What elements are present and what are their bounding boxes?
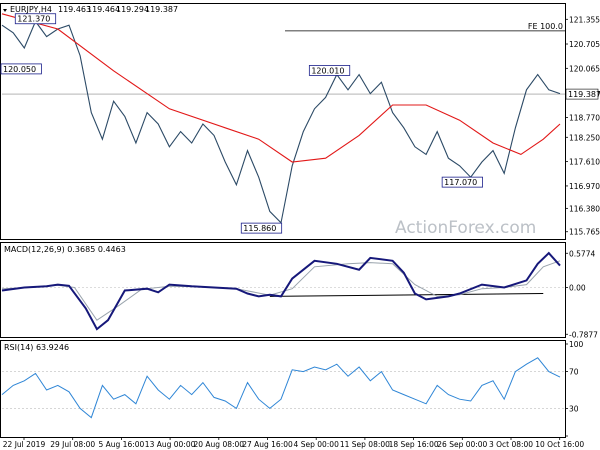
rsi-tick-label: 30 (569, 404, 579, 413)
annotation-box (0, 63, 42, 75)
time-axis: 22 Jul 2019 29 Jul 08:00 5 Aug 16:00 13 Aug… (3, 437, 584, 449)
time-tick-label: 3 Oct 08:00 (489, 440, 533, 449)
time-tick-label: 29 Jul 08:00 (50, 440, 95, 449)
moving-average-series (1, 13, 561, 163)
annotation-label: 120.010 (311, 66, 344, 75)
price-panel (0, 3, 566, 240)
time-tick-label: 13 Aug 00:00 (145, 440, 196, 449)
price-plot: ActionForex.com 121.355 120.705 120.065 119… (0, 13, 600, 238)
price-tick-label: 116.970 (569, 182, 600, 191)
symbol-label: EURJPY,H4 (10, 5, 52, 14)
time-tick-label: 10 Oct 16:00 (535, 440, 584, 449)
rsi-tick-label: 100 (569, 340, 584, 349)
ohlc-low: 119.294 (116, 5, 149, 14)
time-tick-label: 11 Sep 08:00 (340, 440, 390, 449)
time-tick-label: 27 Aug 16:00 (242, 440, 293, 449)
fe-label: FE 100.0 (528, 22, 563, 31)
time-tick-label: 22 Jul 2019 (3, 440, 46, 449)
chart-header: EURJPY,H4 119.463 119.464 119.294 119.38… (3, 5, 178, 14)
annotation-box (308, 65, 351, 76)
price-tick-label: 118.250 (569, 133, 600, 142)
rsi-panel (0, 340, 566, 438)
price-annotations: 121.370 120.050 120.010 115.860 117.070 (0, 13, 483, 234)
current-price-box (565, 88, 599, 100)
macd-trendline (269, 292, 544, 297)
annotation-box (240, 222, 283, 234)
macd-panel (0, 242, 566, 338)
annotation-label: 117.070 (444, 178, 477, 187)
watermark: ActionForex.com (395, 218, 536, 238)
annotation-box (441, 176, 483, 188)
macd-plot: MACD(12,26,9) 0.3685 0.4463 0.5774 0.00 -0… (1, 245, 598, 339)
price-tick-label: 121.355 (569, 15, 600, 24)
rsi-plot: RSI(14) 63.9246 100 70 30 (1, 340, 584, 437)
macd-tick-label: 0.00 (569, 284, 586, 293)
macd-signal-series (1, 260, 561, 321)
current-price-label: 119.387 (568, 90, 600, 99)
price-tick-label: 120.065 (569, 64, 600, 73)
rsi-series (1, 357, 561, 419)
price-tick-label: 118.770 (569, 114, 600, 123)
annotation-box (14, 13, 57, 25)
macd-tick-label: 0.5774 (569, 249, 595, 258)
rsi-tick-label: 70 (569, 368, 579, 377)
time-tick-label: 26 Sep 00:00 (437, 440, 487, 449)
rsi-axis: 100 70 30 (2, 340, 584, 437)
ohlc-open: 119.463 (58, 5, 91, 14)
rsi-title: RSI(14) 63.9246 (4, 343, 69, 352)
macd-tick-label: -0.7877 (569, 330, 598, 339)
ohlc-close: 119.387 (145, 5, 178, 14)
macd-title: MACD(12,26,9) 0.3685 0.4463 (4, 245, 126, 254)
price-tick-label: 120.705 (569, 40, 600, 49)
time-tick-label: 4 Sep 00:00 (294, 440, 340, 449)
macd-axis: 0.5774 0.00 -0.7877 (2, 249, 598, 339)
macd-main-series (1, 251, 561, 331)
price-tick-label: 115.765 (569, 228, 600, 237)
dropdown-triangle-icon (3, 9, 7, 12)
time-tick-label: 5 Aug 16:00 (98, 440, 144, 449)
annotation-label: 115.860 (243, 224, 276, 233)
time-tick-label: 20 Aug 08:00 (194, 440, 245, 449)
price-tick-label: 117.610 (569, 158, 600, 167)
price-tick-label: 116.380 (569, 204, 600, 213)
annotation-label: 120.050 (3, 65, 36, 74)
ohlc-high: 119.464 (87, 5, 120, 14)
time-tick-label: 18 Sep 16:00 (389, 440, 439, 449)
annotation-label: 121.370 (17, 15, 50, 24)
